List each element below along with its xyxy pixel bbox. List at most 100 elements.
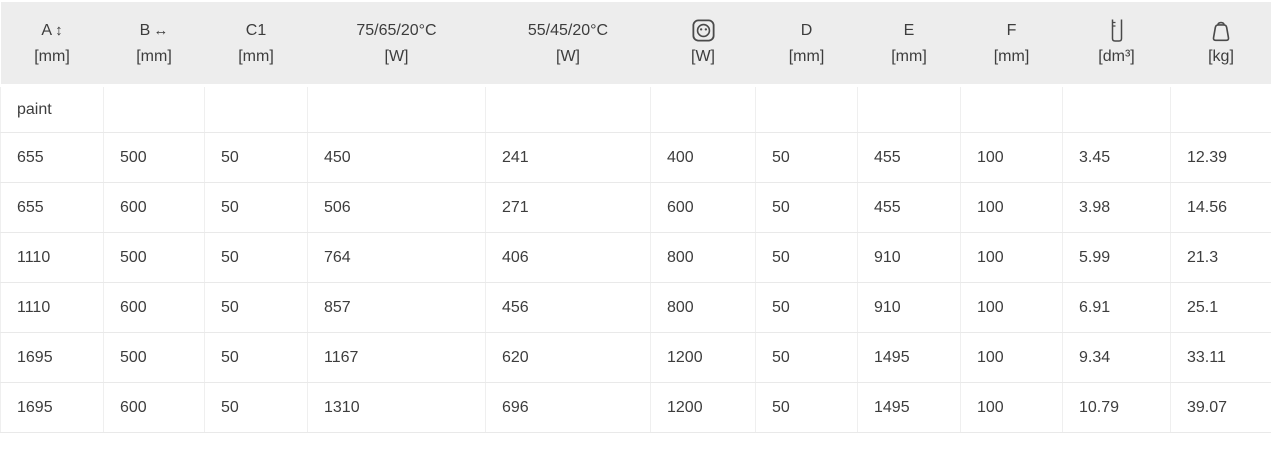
table-row: 1110 500 50 764 406 800 50 910 100 5.99 21.3 bbox=[0, 232, 1271, 283]
col-unit: [dm³] bbox=[1098, 47, 1135, 65]
col-label: A bbox=[41, 22, 53, 39]
header-row: A ↕ [mm] B ↔ [mm] C1 [mm] 75/65/20°C [W] 55/45/20°… bbox=[0, 2, 1271, 87]
cell-output-75-65-20: 1167 bbox=[307, 332, 486, 383]
col-header-title: B ↔ bbox=[104, 18, 205, 44]
cell-output-75-65-20: 506 bbox=[307, 182, 486, 233]
cell-weight: 21.3 bbox=[1170, 232, 1271, 283]
cell-weight: 12.39 bbox=[1170, 132, 1271, 183]
cell-d: 50 bbox=[755, 382, 858, 433]
cell-electric-power: 1200 bbox=[650, 382, 756, 433]
cell-e: 1495 bbox=[857, 382, 961, 433]
cell-width-b: 500 bbox=[103, 132, 205, 183]
cell-f: 100 bbox=[960, 382, 1063, 433]
cell-width-b: 600 bbox=[103, 182, 205, 233]
vessel-icon bbox=[1106, 18, 1128, 44]
col-header-title: E bbox=[858, 18, 961, 44]
cell-d: 50 bbox=[755, 282, 858, 333]
cell-water-volume: 3.45 bbox=[1062, 132, 1171, 183]
cell-width-b: 600 bbox=[103, 382, 205, 433]
cell-water-volume: 6.91 bbox=[1062, 282, 1171, 333]
col-unit: [mm] bbox=[891, 47, 927, 65]
cell-electric-power: 800 bbox=[650, 232, 756, 283]
cell-water-volume: 9.34 bbox=[1062, 332, 1171, 383]
group-row-paint: paint bbox=[0, 85, 1271, 133]
cell-f: 100 bbox=[960, 232, 1063, 283]
cell-output-75-65-20: 1310 bbox=[307, 382, 486, 433]
cell-water-volume: 3.98 bbox=[1062, 182, 1171, 233]
empty-cell bbox=[960, 85, 1063, 133]
horizontal-arrow-icon: ↔ bbox=[153, 22, 169, 39]
col-header-title: 55/45/20°C bbox=[486, 18, 651, 44]
cell-height-a: 1110 bbox=[0, 232, 104, 283]
cell-width-b: 500 bbox=[103, 332, 205, 383]
col-header-title bbox=[1063, 18, 1171, 44]
col-unit: [W] bbox=[384, 47, 409, 65]
col-header-title: D bbox=[756, 18, 858, 44]
cell-f: 100 bbox=[960, 132, 1063, 183]
cell-width-b: 600 bbox=[103, 282, 205, 333]
col-label: 55/45/20°C bbox=[527, 22, 609, 39]
cell-height-a: 1695 bbox=[0, 332, 104, 383]
table-header: A ↕ [mm] B ↔ [mm] C1 [mm] 75/65/20°C [W] 55/45/20°… bbox=[0, 2, 1271, 87]
col-header-title: F bbox=[961, 18, 1063, 44]
table-row: 1695 600 50 1310 696 1200 50 1495 100 10.79 39.07 bbox=[0, 382, 1271, 433]
cell-output-55-45-20: 271 bbox=[485, 182, 651, 233]
cell-weight: 14.56 bbox=[1170, 182, 1271, 233]
cell-e: 455 bbox=[857, 182, 961, 233]
cell-d: 50 bbox=[755, 132, 858, 183]
empty-cell bbox=[1062, 85, 1171, 133]
cell-output-55-45-20: 696 bbox=[485, 382, 651, 433]
empty-cell bbox=[755, 85, 858, 133]
radiator-spec-table: A ↕ [mm] B ↔ [mm] C1 [mm] 75/65/20°C [W] 55/45/20°… bbox=[0, 2, 1271, 433]
col-label: F bbox=[1006, 22, 1017, 39]
cell-output-75-65-20: 764 bbox=[307, 232, 486, 283]
col-header-title bbox=[651, 17, 756, 44]
cell-c1: 50 bbox=[204, 232, 308, 283]
cell-height-a: 655 bbox=[0, 132, 104, 183]
table-row: 1695 500 50 1167 620 1200 50 1495 100 9.34 33.11 bbox=[0, 332, 1271, 383]
cell-c1: 50 bbox=[204, 382, 308, 433]
cell-electric-power: 800 bbox=[650, 282, 756, 333]
col-label: B bbox=[139, 22, 151, 39]
col-header-height-a: A ↕ [mm] bbox=[0, 2, 104, 87]
cell-c1: 50 bbox=[204, 132, 308, 183]
cell-e: 455 bbox=[857, 132, 961, 183]
col-header-width-b: B ↔ [mm] bbox=[103, 2, 205, 87]
vertical-arrow-icon: ↕ bbox=[55, 22, 63, 39]
cell-electric-power: 1200 bbox=[650, 332, 756, 383]
cell-output-55-45-20: 241 bbox=[485, 132, 651, 183]
weight-icon bbox=[1208, 18, 1234, 44]
col-header-title: C1 bbox=[205, 18, 308, 44]
empty-cell bbox=[1170, 85, 1271, 133]
col-header-e: E [mm] bbox=[857, 2, 961, 87]
empty-cell bbox=[857, 85, 961, 133]
col-unit: [mm] bbox=[788, 47, 825, 65]
cell-d: 50 bbox=[755, 232, 858, 283]
cell-output-55-45-20: 406 bbox=[485, 232, 651, 283]
col-header-title bbox=[1171, 18, 1271, 44]
col-unit: [W] bbox=[691, 48, 715, 65]
cell-water-volume: 5.99 bbox=[1062, 232, 1171, 283]
col-header-water-volume: [dm³] bbox=[1062, 2, 1171, 87]
cell-electric-power: 600 bbox=[650, 182, 756, 233]
cell-e: 1495 bbox=[857, 332, 961, 383]
cell-height-a: 1695 bbox=[0, 382, 104, 433]
col-header-electric-power: [W] bbox=[650, 2, 756, 87]
col-header-title: 75/65/20°C bbox=[308, 18, 486, 44]
col-header-output-55-45-20: 55/45/20°C [W] bbox=[485, 2, 651, 87]
cell-e: 910 bbox=[857, 282, 961, 333]
empty-cell bbox=[103, 85, 205, 133]
cell-output-75-65-20: 450 bbox=[307, 132, 486, 183]
socket-icon bbox=[690, 17, 717, 44]
empty-cell bbox=[485, 85, 651, 133]
cell-output-75-65-20: 857 bbox=[307, 282, 486, 333]
cell-f: 100 bbox=[960, 182, 1063, 233]
group-label-cell: paint bbox=[0, 85, 104, 133]
col-label: C1 bbox=[245, 22, 267, 39]
empty-cell bbox=[204, 85, 308, 133]
col-unit: [kg] bbox=[1208, 47, 1234, 65]
cell-height-a: 655 bbox=[0, 182, 104, 233]
table-row: 655 500 50 450 241 400 50 455 100 3.45 12.39 bbox=[0, 132, 1271, 183]
table-row: 655 600 50 506 271 600 50 455 100 3.98 14.56 bbox=[0, 182, 1271, 233]
cell-electric-power: 400 bbox=[650, 132, 756, 183]
